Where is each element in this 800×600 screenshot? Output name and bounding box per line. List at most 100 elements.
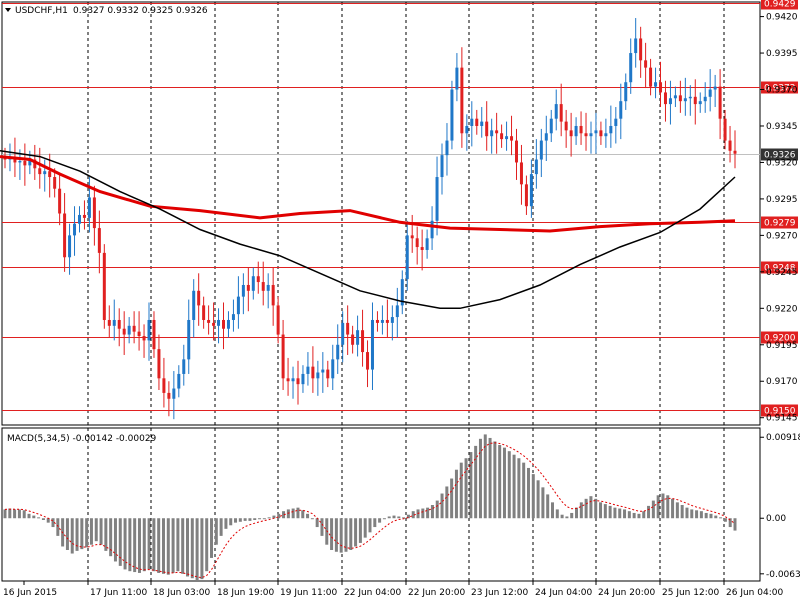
candle-body <box>187 319 191 360</box>
candle-body <box>217 319 221 326</box>
candle-body <box>480 121 484 126</box>
macd-bar <box>502 447 506 519</box>
x-tick-label: 22 Jun 04:00 <box>344 588 401 598</box>
y-tick-label: 0.9220 <box>766 304 798 314</box>
candle-body <box>475 118 479 126</box>
candle-body <box>23 160 27 166</box>
candle-body <box>246 284 250 291</box>
candle-body <box>584 133 588 137</box>
candle-body <box>13 158 17 163</box>
candle-body <box>147 319 151 341</box>
candle-body <box>301 373 305 385</box>
macd-bar <box>733 518 737 531</box>
x-tick-label: 24 Jun 04:00 <box>535 588 592 598</box>
candle-body <box>77 214 81 224</box>
y-tick-label: 0.9270 <box>766 231 798 241</box>
candle-body <box>505 136 509 140</box>
candle-body <box>390 317 394 323</box>
macd-bar <box>205 518 209 572</box>
macd-bar <box>647 505 651 519</box>
macd-bar <box>536 480 540 519</box>
macd-bar <box>392 515 396 519</box>
candlesticks <box>3 18 737 420</box>
macd-bar <box>70 518 74 554</box>
x-tick-label: 17 Jun 11:00 <box>90 588 147 598</box>
triangle-down-icon[interactable] <box>5 8 11 12</box>
candle-body <box>226 319 230 329</box>
macd-bar <box>13 509 17 519</box>
macd-bar <box>349 518 353 550</box>
macd-bar <box>118 518 122 566</box>
macd-axis: 0.00918 0.00 -0.0063 <box>760 433 800 580</box>
candle-body <box>336 344 340 360</box>
macd-bar <box>46 518 50 523</box>
macd-bar <box>133 518 137 573</box>
macd-bar <box>224 518 228 529</box>
time-axis[interactable]: 16 Jun 2015 17 Jun 11:00 18 Jun 03:00 18 Ju… <box>3 581 783 598</box>
macd-bar <box>440 493 444 519</box>
x-tick-label: 18 Jun 19:00 <box>217 588 274 598</box>
x-tick-label: 26 Jun 04:00 <box>726 588 783 598</box>
y-tick-label: 0.9395 <box>766 49 798 59</box>
candle-body <box>510 136 514 141</box>
candle-body <box>400 279 404 306</box>
macd-bar <box>671 498 675 519</box>
level-label: 0.9279 <box>764 219 796 229</box>
macd-label: MACD(5,34,5) -0.00142 -0.00029 <box>7 434 157 444</box>
macd-bar <box>142 518 146 572</box>
price-axis[interactable]: 0.9420 0.9395 0.9370 0.9345 0.9320 0.9295 0.92… <box>760 13 798 424</box>
candle-body <box>341 322 345 345</box>
y-tick-label: 0.9420 <box>766 13 798 23</box>
y-tick-label: 0.9295 <box>766 195 798 205</box>
candle-body <box>63 213 67 258</box>
current-price-bg <box>761 148 798 161</box>
macd-bar <box>234 518 238 523</box>
y-tick-label: 0.9245 <box>766 268 798 278</box>
macd-bar <box>89 518 93 545</box>
candle-body <box>460 67 464 134</box>
candle-body <box>465 125 469 134</box>
macd-bar <box>526 467 530 519</box>
candle-body <box>639 38 643 61</box>
macd-bar <box>258 518 262 520</box>
macd-bar <box>243 518 247 521</box>
macd-bar <box>75 518 79 551</box>
x-tick-label: 23 Jun 12:00 <box>471 588 528 598</box>
macd-bar <box>459 462 463 519</box>
candle-body <box>366 352 370 370</box>
macd-bar <box>488 437 492 519</box>
candle-body <box>544 133 548 141</box>
x-tick-label: 18 Jun 03:00 <box>153 588 210 598</box>
macd-bar <box>253 518 257 520</box>
candle-body <box>435 177 439 221</box>
candle-body <box>251 276 255 291</box>
macd-bar <box>358 518 362 543</box>
candle-body <box>609 125 613 134</box>
candle-body <box>654 82 658 87</box>
candle-body <box>594 130 598 134</box>
macd-bar <box>531 474 535 519</box>
macd-bar <box>32 515 36 519</box>
level-label-bg <box>761 404 798 417</box>
macd-signal-line <box>4 442 736 579</box>
macd-tick-label: 0.00 <box>766 514 786 524</box>
candle-body <box>385 319 389 323</box>
macd-bar <box>675 502 679 519</box>
macd-bar <box>430 505 434 519</box>
candle-body <box>728 140 732 151</box>
candle-body <box>58 188 62 214</box>
macd-bar <box>219 518 223 536</box>
y-tick-label: 0.9345 <box>766 122 798 132</box>
candle-body <box>554 104 558 119</box>
x-tick-label: 19 Jun 11:00 <box>280 588 337 598</box>
candle-body <box>132 325 136 332</box>
macd-bar <box>190 518 194 579</box>
macd-bar <box>113 518 117 562</box>
candle-body <box>231 314 235 320</box>
candle-body <box>410 235 414 239</box>
candle-body <box>281 334 285 379</box>
macd-bar <box>291 508 295 519</box>
macd-bar <box>152 518 156 572</box>
macd-bar <box>181 518 185 574</box>
